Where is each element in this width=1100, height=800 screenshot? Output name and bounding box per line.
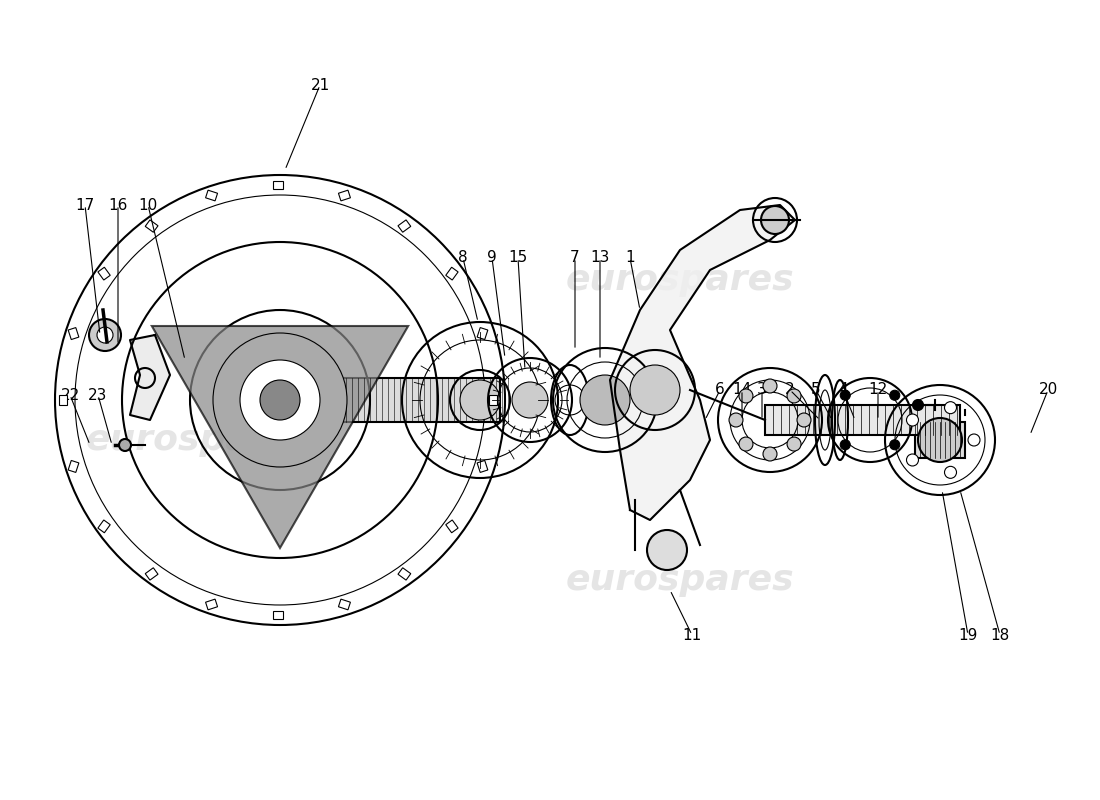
- Text: 23: 23: [88, 387, 108, 402]
- Circle shape: [798, 413, 811, 427]
- Text: eurospares: eurospares: [86, 423, 315, 457]
- Text: 7: 7: [570, 250, 580, 266]
- Circle shape: [213, 333, 346, 467]
- Bar: [398, 220, 410, 232]
- Text: 12: 12: [868, 382, 888, 398]
- Text: 19: 19: [958, 627, 978, 642]
- Circle shape: [763, 447, 777, 461]
- Polygon shape: [130, 335, 170, 420]
- Text: 3: 3: [757, 382, 767, 398]
- Bar: [206, 190, 218, 201]
- Bar: [145, 220, 158, 232]
- Bar: [59, 395, 67, 405]
- Text: 2: 2: [785, 382, 795, 398]
- Circle shape: [840, 390, 850, 400]
- Circle shape: [906, 414, 918, 426]
- Text: eurospares: eurospares: [565, 263, 794, 297]
- Circle shape: [739, 389, 754, 403]
- Bar: [145, 568, 158, 580]
- Circle shape: [260, 380, 300, 420]
- Circle shape: [840, 440, 850, 450]
- Text: 11: 11: [682, 627, 702, 642]
- Circle shape: [580, 375, 630, 425]
- Text: 15: 15: [508, 250, 528, 266]
- Bar: [398, 568, 410, 580]
- Text: 6: 6: [715, 382, 725, 398]
- Circle shape: [460, 380, 500, 420]
- Circle shape: [945, 402, 957, 414]
- Circle shape: [119, 439, 131, 451]
- Bar: [446, 520, 458, 533]
- Text: 21: 21: [310, 78, 330, 93]
- Bar: [273, 181, 283, 189]
- Circle shape: [968, 434, 980, 446]
- Bar: [477, 461, 487, 473]
- Bar: [446, 267, 458, 280]
- Text: 4: 4: [838, 382, 848, 398]
- Circle shape: [647, 530, 688, 570]
- Text: 8: 8: [459, 250, 468, 266]
- Text: 10: 10: [139, 198, 157, 213]
- Circle shape: [89, 319, 121, 351]
- Polygon shape: [152, 326, 408, 548]
- Bar: [490, 395, 497, 405]
- Text: 5: 5: [811, 382, 821, 398]
- Circle shape: [761, 206, 789, 234]
- Circle shape: [739, 437, 754, 451]
- Circle shape: [729, 413, 743, 427]
- Text: 13: 13: [591, 250, 609, 266]
- Bar: [339, 190, 351, 201]
- Text: 9: 9: [487, 250, 497, 266]
- Bar: [206, 599, 218, 610]
- Text: 18: 18: [990, 627, 1010, 642]
- Bar: [339, 599, 351, 610]
- Text: 16: 16: [108, 198, 128, 213]
- Text: 22: 22: [60, 387, 79, 402]
- Circle shape: [240, 360, 320, 440]
- Circle shape: [786, 437, 801, 451]
- Bar: [98, 267, 110, 280]
- Circle shape: [918, 418, 962, 462]
- Circle shape: [906, 454, 918, 466]
- Circle shape: [763, 379, 777, 393]
- Text: 17: 17: [76, 198, 95, 213]
- Circle shape: [97, 327, 113, 343]
- Bar: [915, 422, 965, 458]
- Circle shape: [945, 466, 957, 478]
- Bar: [273, 611, 283, 619]
- Text: 14: 14: [733, 382, 751, 398]
- Text: eurospares: eurospares: [565, 563, 794, 597]
- Text: 1: 1: [625, 250, 635, 266]
- Circle shape: [786, 389, 801, 403]
- Polygon shape: [610, 205, 795, 520]
- Bar: [764, 405, 960, 435]
- Circle shape: [890, 440, 900, 450]
- Bar: [270, 378, 500, 422]
- Bar: [68, 327, 79, 339]
- Circle shape: [630, 365, 680, 415]
- Circle shape: [512, 382, 548, 418]
- Circle shape: [890, 390, 900, 400]
- Bar: [477, 327, 487, 339]
- Bar: [98, 520, 110, 533]
- Circle shape: [913, 400, 923, 410]
- Text: 20: 20: [1038, 382, 1057, 398]
- Bar: [68, 461, 79, 473]
